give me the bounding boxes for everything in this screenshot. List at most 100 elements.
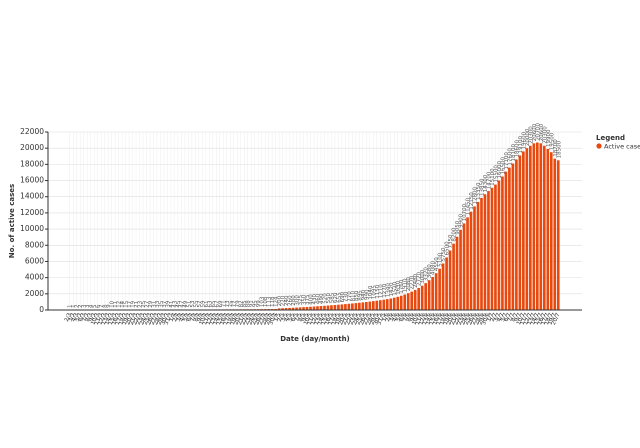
y-tick-label: 2000 [25,289,44,298]
value-label: 51 [186,301,192,308]
x-tick-label: 1/7 [486,312,495,323]
bar [487,191,490,310]
bar [448,250,452,310]
x-tick-label: 1/4 [169,312,178,323]
x-tick-label: 30/3 [160,312,171,326]
bar [518,155,522,310]
bar [365,301,368,310]
bar [508,167,511,310]
value-label: 17600 [507,148,513,166]
value-label: 430 [312,294,318,305]
value-label: 55 [193,300,199,307]
value-label: 3000 [420,269,426,283]
x-tick-label: 3/6 [388,312,397,323]
value-label: 25 [141,300,147,307]
value-label: 17 [127,300,133,307]
value-label: 19 [131,300,137,307]
value-label: 18700 [553,139,559,157]
legend-swatch [596,143,602,149]
bar [392,297,396,310]
value-label: 14 [120,300,126,307]
x-tick-label: 28/6 [474,312,485,326]
value-label: 18600 [514,140,520,158]
bar [403,294,407,310]
bar [302,307,305,310]
x-tick-label: 11/4 [202,312,213,326]
value-label: 35 [158,300,164,307]
value-label: 895 [357,290,363,301]
x-tick-label: 6/7 [504,312,513,323]
value-label: 29 [148,300,154,307]
y-tick-label: 6000 [25,256,44,265]
value-label: 99 [256,300,262,307]
value-label: 124 [274,296,280,307]
x-tick-label: 2/4 [172,312,181,323]
x-tick-label: 12/3 [97,312,108,326]
bar [288,307,291,310]
bar [462,223,466,310]
bar [333,304,337,310]
value-label: 20000 [525,128,531,146]
value-label: 6500 [445,241,451,255]
value-label: 19100 [518,135,524,153]
value-label: 12150 [469,192,475,210]
y-tick-label: 20000 [20,143,44,152]
value-label: 3 [85,304,91,308]
x-tick-label: 5/6 [395,312,404,323]
value-label: 7350 [448,234,454,248]
x-tick-label: 15/3 [108,312,119,326]
bar [295,307,298,310]
value-label: 2720 [417,271,423,285]
x-tick-label: 13/6 [422,312,433,326]
x-tick-label: 7/6 [402,312,411,323]
x-tick-label: 2/3 [64,312,73,323]
bar [281,308,284,310]
value-label: 520 [322,293,328,304]
value-label: 45 [176,300,182,307]
legend-title: Legend [596,134,625,142]
x-tick-label: 12/5 [310,312,321,326]
bar [274,308,277,310]
bar [354,303,358,310]
x-tick-label: 29/6 [478,312,489,326]
value-label: 2480 [413,273,419,287]
x-tick-label: 12/4 [205,312,216,326]
bar [539,143,543,310]
value-label: 61 [204,301,210,308]
y-axis-label: No. of active cases [8,184,16,258]
x-tick-label: 27/4 [258,312,269,326]
x-tick-label: 4/7 [497,312,506,323]
bar [504,171,508,310]
x-tick-label: 3/4 [176,312,185,323]
value-label: 12800 [473,186,479,204]
value-label: 37 [162,300,168,307]
x-tick-label: 21/5 [342,312,353,326]
x-tick-label: 18/3 [118,312,129,326]
x-tick-label: 20/5 [338,312,349,326]
value-label: 108 [263,296,269,307]
x-tick-label: 19/6 [443,312,454,326]
x-tick-label: 4/4 [179,312,188,323]
value-label: 200 [277,295,283,306]
x-tick-label: 21/6 [450,312,461,326]
x-tick-label: 17/6 [436,312,447,326]
x-tick-label: 8/3 [85,312,94,323]
value-label: 325 [298,294,304,305]
x-tick-label: 16/3 [111,312,122,326]
x-tick-label: 9/6 [409,312,418,323]
x-tick-label: 23/6 [457,312,468,326]
value-label: 85 [242,300,248,307]
value-label: 65 [211,300,217,307]
bar [323,305,326,310]
bar [410,291,414,310]
value-label: 63 [207,300,213,307]
value-label: 16500 [500,157,506,175]
value-label: 49 [183,300,189,307]
x-tick-label: 17/3 [115,312,126,326]
y-tick-label: 4000 [25,273,44,282]
bar [542,145,546,310]
x-tick-label: 25/3 [143,312,154,326]
bar [497,180,501,310]
x-tick-label: 17/7 [540,312,551,326]
value-label: 1150 [375,284,381,298]
